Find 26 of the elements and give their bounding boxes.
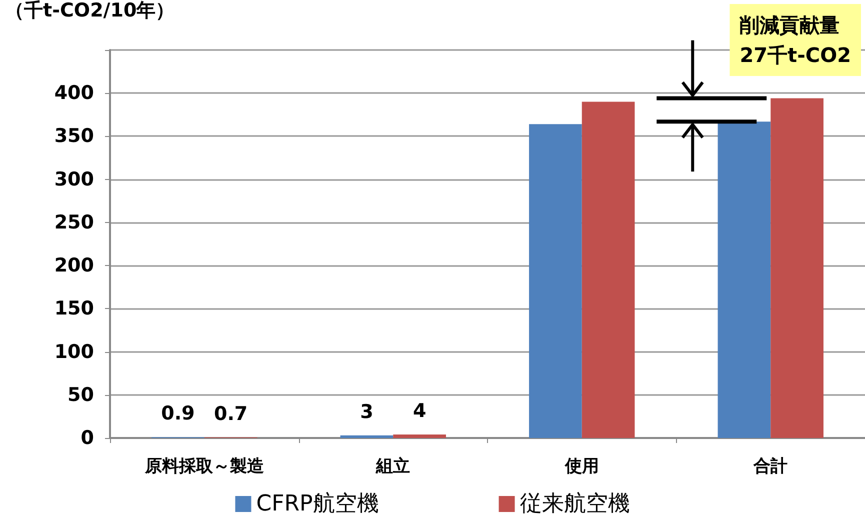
y-tick-label: 400 [54,82,94,104]
y-tick-label: 150 [54,298,94,320]
y-tick-label: 50 [68,384,94,406]
y-tick-label: 350 [54,125,94,148]
data-label: 3 [360,400,374,423]
x-tick-label: 原料採取～製造 [144,456,264,476]
bar [582,102,635,438]
annotation: 削減貢献量 27千t-CO2 [738,13,852,67]
y-tick-label: 0 [80,427,94,449]
bar [340,435,394,438]
y-tick-label: 300 [54,168,94,190]
data-label: 0.9 [161,402,195,425]
data-label: 0.7 [214,402,248,425]
bar [770,98,824,438]
legend-label: CFRP航空機 [256,492,379,516]
y-axis-title: （千t-CO2/10年） [5,0,175,22]
data-label: 4 [412,400,426,422]
x-tick-label: 使用 [564,456,599,476]
legend-label: 従来航空機 [520,492,630,516]
x-tick-label: 合計 [752,456,788,476]
y-tick-label: 100 [54,340,94,363]
x-tick-label: 組立 [375,456,410,476]
y-tick-label: 200 [54,254,94,277]
y-tick-label: 250 [54,211,94,234]
bar [393,434,446,438]
bar [529,124,582,438]
